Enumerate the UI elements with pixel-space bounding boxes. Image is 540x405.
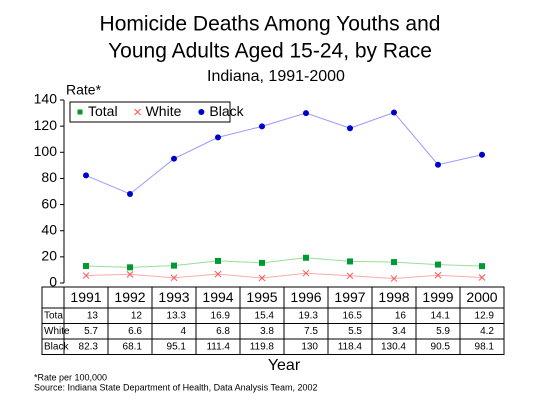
series-line xyxy=(85,257,483,268)
data-point xyxy=(171,262,177,269)
y-tick-label: 100 xyxy=(34,143,58,159)
data-point xyxy=(478,274,486,281)
legend-label: Black xyxy=(209,103,244,119)
table-value: 3.8 xyxy=(260,326,274,337)
table-value: 14.1 xyxy=(431,310,451,321)
table-row-label: White xyxy=(44,326,70,337)
table-value: 3.4 xyxy=(392,326,406,337)
table-value: 5.7 xyxy=(84,326,98,337)
x-tick-label: 1997 xyxy=(334,289,365,305)
table-value: 4.2 xyxy=(480,326,494,337)
table-value: 90.5 xyxy=(431,341,451,352)
table-row-label: Total xyxy=(44,310,65,321)
chart-title: Homicide Deaths Among Youths and xyxy=(100,13,441,36)
y-tick-label: 60 xyxy=(41,195,57,211)
table-value: 95.1 xyxy=(167,341,187,352)
x-tick-label: 1991 xyxy=(70,289,101,305)
table-value: 13 xyxy=(87,310,99,321)
table-row-label: Black xyxy=(44,341,69,352)
data-point xyxy=(83,172,89,179)
data-point xyxy=(170,274,178,282)
series-line xyxy=(85,272,483,280)
table-value: 6.8 xyxy=(216,326,230,337)
table-value: 4 xyxy=(180,326,186,337)
table-value: 16.5 xyxy=(343,310,363,321)
data-point xyxy=(434,271,442,279)
data-point xyxy=(82,272,90,279)
table-value: 19.3 xyxy=(299,310,319,321)
data-point xyxy=(259,259,265,266)
y-tick-label: 0 xyxy=(49,274,57,290)
data-point xyxy=(347,125,353,132)
data-point xyxy=(479,263,485,270)
footnote: *Rate per 100,000 xyxy=(34,372,107,382)
data-point xyxy=(391,259,397,266)
y-tick-label: 80 xyxy=(41,169,57,185)
table-value: 119.8 xyxy=(250,341,275,352)
chart-title: Young Adults Aged 15-24, by Race xyxy=(108,40,432,63)
table-value: 16 xyxy=(395,310,407,321)
data-point xyxy=(435,161,441,168)
table-value: 16.9 xyxy=(211,310,231,321)
table-value: 5.5 xyxy=(348,326,362,337)
table-value: 68.1 xyxy=(123,341,143,352)
table-value: 82.3 xyxy=(79,341,99,352)
x-tick-label: 1998 xyxy=(378,289,409,305)
source: Source: Indiana State Department of Heal… xyxy=(34,382,318,392)
table-value: 5.9 xyxy=(436,326,450,337)
legend-marker xyxy=(77,109,83,115)
y-axis-label: Rate* xyxy=(66,82,102,98)
table-value: 13.3 xyxy=(167,310,187,321)
legend-label: White xyxy=(146,103,182,119)
data-point xyxy=(391,109,397,116)
table-value: 7.5 xyxy=(304,326,318,337)
data-point xyxy=(215,134,221,141)
x-tick-label: 1994 xyxy=(202,289,233,305)
table-value: 130.4 xyxy=(381,341,406,352)
data-point xyxy=(214,270,222,278)
data-point xyxy=(258,274,266,282)
data-point xyxy=(346,272,354,280)
data-point xyxy=(127,190,133,197)
data-point xyxy=(83,263,89,270)
data-point xyxy=(126,271,134,278)
data-point xyxy=(127,264,133,271)
y-tick-label: 40 xyxy=(41,221,57,237)
x-tick-label: 1995 xyxy=(246,289,277,305)
table-value: 15.4 xyxy=(255,310,275,321)
data-point xyxy=(347,258,353,265)
x-tick-label: 2000 xyxy=(466,289,497,305)
legend-box xyxy=(69,101,231,123)
legend-label: Total xyxy=(88,103,118,119)
x-tick-label: 1999 xyxy=(422,289,453,305)
data-point xyxy=(303,110,309,117)
x-tick-label: 1993 xyxy=(158,289,189,305)
data-point xyxy=(435,261,441,268)
data-point xyxy=(259,123,265,130)
legend-marker xyxy=(198,109,205,115)
series-line xyxy=(85,111,483,195)
y-tick-label: 140 xyxy=(34,91,58,107)
data-point xyxy=(171,155,177,162)
table-value: 98.1 xyxy=(475,341,495,352)
data-point xyxy=(215,257,221,264)
table-value: 12 xyxy=(131,310,143,321)
data-point xyxy=(302,269,310,277)
x-axis-label: Year xyxy=(268,357,301,374)
table-value: 6.6 xyxy=(128,326,142,337)
table-value: 130 xyxy=(301,341,318,352)
y-tick-label: 20 xyxy=(41,248,57,264)
x-tick-label: 1996 xyxy=(290,289,321,305)
table-value: 12.9 xyxy=(475,310,495,321)
table-value: 118.4 xyxy=(338,341,363,352)
x-tick-label: 1992 xyxy=(114,289,145,305)
data-point xyxy=(303,254,309,261)
legend-marker xyxy=(134,108,141,116)
data-point xyxy=(479,151,485,158)
chart-subtitle: Indiana, 1991-2000 xyxy=(207,68,345,85)
y-tick-label: 120 xyxy=(34,117,58,133)
table-value: 111.4 xyxy=(206,341,230,352)
data-point xyxy=(390,275,398,282)
